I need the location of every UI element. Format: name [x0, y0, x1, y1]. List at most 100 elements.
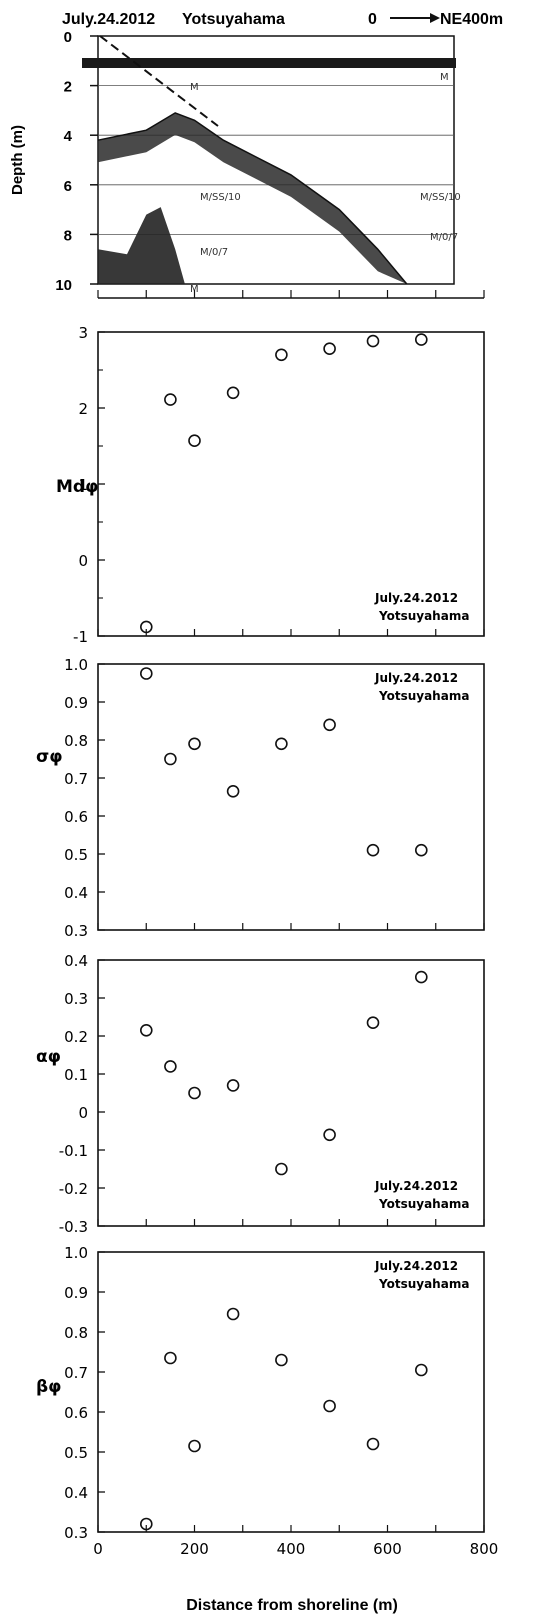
data-point — [323, 342, 336, 356]
md-panel: 3 2 1 0 -1 Mdφ July.24.2012 Yotsuyahama — [56, 324, 485, 646]
data-point — [164, 752, 177, 766]
data-point — [226, 1079, 240, 1092]
panel-annotation-place: Yotsuyahama — [378, 1197, 469, 1211]
y-tick-label: 0.9 — [64, 1284, 88, 1302]
panel-annotation-place: Yotsuyahama — [378, 609, 469, 623]
data-point — [226, 784, 240, 798]
echogram-annotation: M/SS/10 — [420, 192, 461, 203]
echogram-bottom-profile — [97, 112, 408, 285]
x-tick-label: 400 — [277, 1540, 306, 1558]
data-point — [414, 843, 428, 857]
x-tick-label: 200 — [180, 1540, 209, 1558]
data-point — [275, 1162, 288, 1176]
data-point — [164, 393, 177, 406]
y-axis-label: σφ — [36, 747, 63, 767]
data-point — [188, 1086, 201, 1100]
y-tick-label: -0.2 — [59, 1180, 88, 1198]
y-tick-label: -1 — [73, 628, 88, 646]
y-tick-label: 0.5 — [64, 1444, 88, 1462]
data-point — [188, 737, 201, 751]
y-tick-label: 3 — [78, 324, 88, 342]
y-axis-label: Mdφ — [56, 477, 98, 497]
echogram-annotation: M — [440, 72, 449, 83]
data-point — [188, 1439, 201, 1453]
echogram-y-tick-label: 0 — [64, 29, 72, 46]
y-tick-label: 0.4 — [64, 1484, 88, 1502]
y-tick-label: 0.3 — [64, 1524, 88, 1542]
echogram-annotation: M — [190, 82, 199, 93]
y-tick-label: -0.3 — [59, 1218, 88, 1236]
y-axis-label: αφ — [36, 1047, 61, 1067]
y-tick-label: 0.4 — [64, 884, 88, 902]
echogram-ylabel: Depth (m) — [9, 125, 26, 195]
data-point — [226, 1307, 240, 1321]
echogram-y-tick-label: 6 — [64, 178, 72, 195]
echogram-annotation: M — [190, 284, 199, 295]
data-point — [275, 737, 288, 751]
header-scale-start: 0 — [368, 11, 377, 28]
data-point — [140, 620, 153, 634]
y-tick-label: 0 — [78, 1104, 88, 1122]
panel-annotation-place: Yotsuyahama — [378, 689, 469, 703]
y-tick-label: 0.5 — [64, 846, 88, 864]
y-tick-label: -0.1 — [59, 1142, 88, 1160]
x-tick-label: 800 — [470, 1540, 499, 1558]
data-point — [414, 1363, 428, 1377]
data-point — [140, 1517, 153, 1531]
y-tick-label: 0.7 — [64, 770, 88, 788]
echogram-y-ticks: 0 2 4 6 8 10 — [55, 29, 98, 294]
y-tick-label: 0.9 — [64, 694, 88, 712]
echogram-bottom-echo — [98, 112, 407, 285]
panel-annotation-date: July.24.2012 — [374, 1259, 458, 1273]
y-tick-label: 0.6 — [64, 1404, 88, 1422]
data-point — [275, 1353, 288, 1367]
x-tick-label: 600 — [373, 1540, 402, 1558]
data-point — [366, 1016, 380, 1030]
data-point — [164, 1351, 177, 1365]
y-tick-label: 1.0 — [64, 656, 88, 674]
data-point — [140, 1024, 153, 1037]
echogram-annotation: M/0/7 — [200, 247, 228, 258]
y-axis-label: βφ — [36, 1377, 61, 1397]
data-point — [164, 1060, 177, 1073]
y-tick-label: 0.8 — [64, 1324, 88, 1342]
header-scale-end: NE400m — [440, 11, 503, 28]
y-tick-label: 0.3 — [64, 922, 88, 940]
panel-annotation-date: July.24.2012 — [374, 1179, 458, 1193]
arrow-right-icon — [390, 13, 440, 23]
echogram-annotations: M M/SS/10 M/0/7 M M/SS/10 M/0/7 M — [190, 72, 461, 295]
panel-annotation-date: July.24.2012 — [374, 671, 458, 685]
y-tick-label: 1 — [78, 476, 88, 494]
y-tick-label: 0.2 — [64, 1028, 88, 1046]
y-tick-label: 0.4 — [64, 952, 88, 970]
y-tick-label: 0.1 — [64, 1066, 88, 1084]
echogram-y-tick-label: 2 — [64, 79, 72, 96]
data-point — [323, 1128, 336, 1142]
data-point — [323, 1399, 336, 1413]
y-tick-label: 0.8 — [64, 732, 88, 750]
sigma-panel: 1.0 0.9 0.8 0.7 0.6 0.5 0.4 0.3 σφ July.24.2012 Yo… — [36, 656, 485, 940]
echogram-dashed-guide — [99, 35, 219, 127]
y-tick-label: 1.0 — [64, 1244, 88, 1262]
y-tick-label: 0.6 — [64, 808, 88, 826]
echogram-second-echo — [98, 207, 185, 284]
data-point — [414, 333, 428, 346]
data-point — [366, 843, 380, 857]
beta-panel: 1.0 0.9 0.8 0.7 0.6 0.5 0.4 0.3 0 200 400 600 800 βφ J… — [36, 1244, 498, 1558]
data-point — [226, 386, 240, 400]
panel-frame — [97, 1251, 485, 1533]
panel-annotation-place: Yotsuyahama — [378, 1277, 469, 1291]
y-tick-label: 2 — [78, 400, 88, 418]
x-axis-label: Distance from shoreline (m) — [186, 1597, 398, 1614]
echogram-y-tick-label: 4 — [64, 128, 73, 145]
data-point — [140, 667, 153, 680]
data-point — [366, 334, 380, 348]
x-tick-label: 0 — [93, 1540, 103, 1558]
echogram-surface-band — [82, 58, 456, 68]
header-date: July.24.2012 — [62, 11, 155, 28]
echogram-y-tick-label: 8 — [64, 227, 72, 244]
data-point — [275, 348, 288, 362]
echogram-y-tick-label: 10 — [55, 277, 72, 294]
data-point — [188, 434, 201, 448]
